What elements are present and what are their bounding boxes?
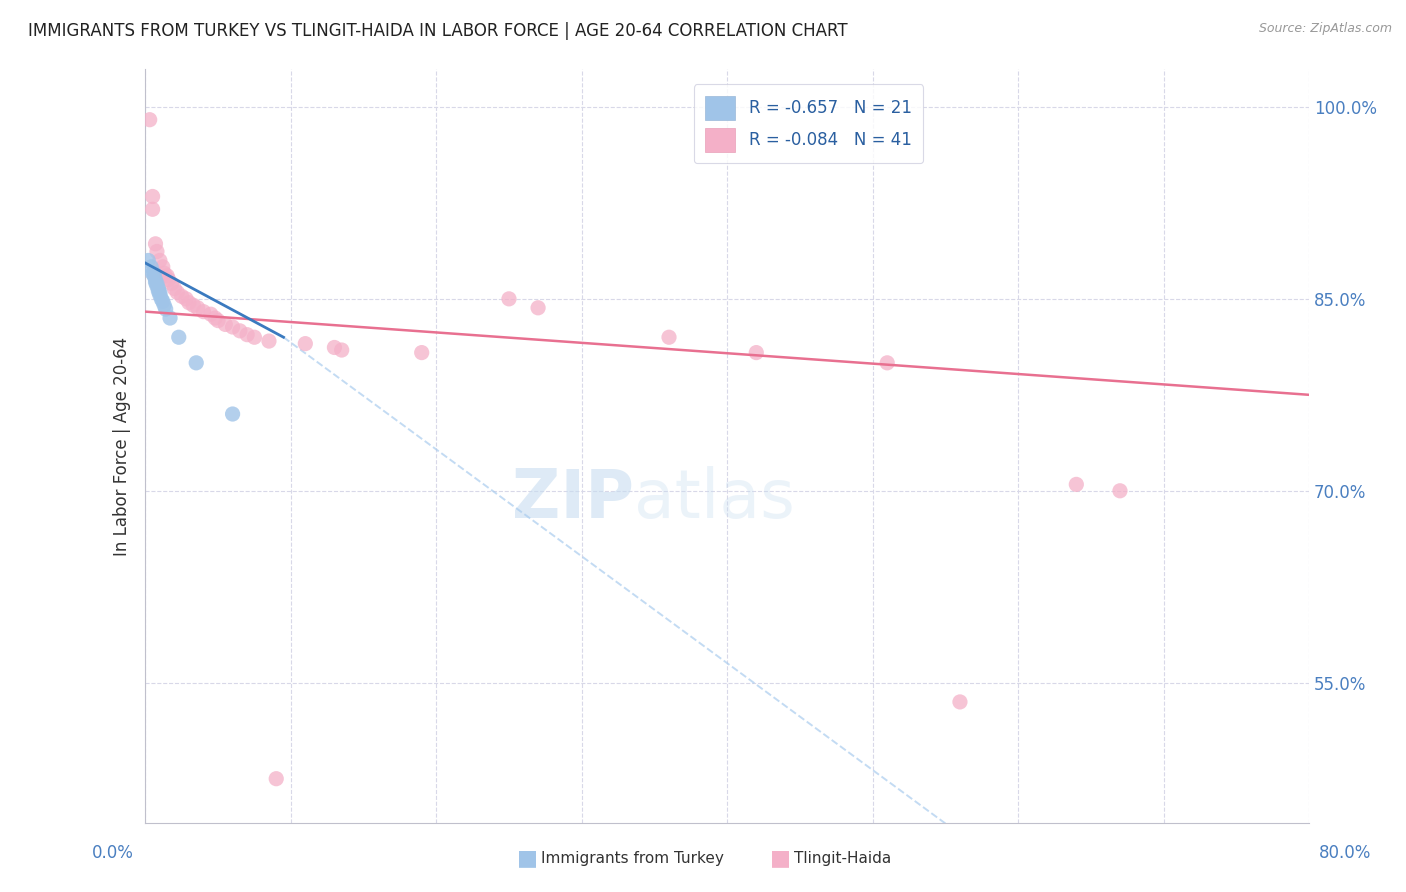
- Point: [527, 301, 550, 315]
- Legend: R = -0.657   N = 21, R = -0.084   N = 41: R = -0.657 N = 21, R = -0.084 N = 41: [693, 85, 924, 163]
- Point: [159, 311, 181, 326]
- Point: [229, 324, 252, 338]
- Point: [876, 356, 898, 370]
- Point: [204, 311, 226, 326]
- Point: [323, 341, 346, 355]
- Point: [146, 279, 169, 293]
- Point: [146, 244, 169, 259]
- Point: [145, 236, 167, 251]
- Point: [149, 253, 172, 268]
- Point: [145, 273, 167, 287]
- Point: [294, 336, 316, 351]
- Text: Tlingit-Haida: Tlingit-Haida: [794, 851, 891, 865]
- Point: [160, 277, 183, 291]
- Point: [167, 330, 190, 344]
- Point: [149, 288, 172, 302]
- Point: [745, 345, 768, 359]
- Point: [138, 112, 160, 127]
- Point: [236, 327, 259, 342]
- Point: [257, 334, 280, 348]
- Point: [146, 277, 169, 291]
- Point: [177, 295, 200, 310]
- Text: ■: ■: [770, 848, 790, 868]
- Point: [170, 289, 193, 303]
- Point: [153, 266, 176, 280]
- Point: [498, 292, 520, 306]
- Point: [207, 313, 229, 327]
- Text: Source: ZipAtlas.com: Source: ZipAtlas.com: [1258, 22, 1392, 36]
- Point: [153, 298, 176, 312]
- Point: [148, 284, 170, 298]
- Point: [143, 268, 166, 283]
- Point: [1066, 477, 1088, 491]
- Text: ZIP: ZIP: [512, 466, 634, 532]
- Point: [152, 294, 174, 309]
- Y-axis label: In Labor Force | Age 20-64: In Labor Force | Age 20-64: [114, 336, 131, 556]
- Point: [243, 330, 266, 344]
- Point: [139, 260, 162, 274]
- Point: [949, 695, 972, 709]
- Point: [149, 285, 172, 300]
- Point: [157, 273, 180, 287]
- Point: [142, 266, 165, 280]
- Point: [221, 407, 243, 421]
- Point: [181, 298, 204, 312]
- Text: atlas: atlas: [634, 466, 794, 532]
- Point: [1109, 483, 1132, 498]
- Text: Immigrants from Turkey: Immigrants from Turkey: [541, 851, 724, 865]
- Point: [221, 320, 243, 334]
- Point: [658, 330, 681, 344]
- Point: [145, 275, 167, 289]
- Text: 80.0%: 80.0%: [1319, 844, 1371, 862]
- Text: 0.0%: 0.0%: [91, 844, 134, 862]
- Point: [163, 282, 186, 296]
- Point: [186, 356, 208, 370]
- Point: [142, 202, 165, 217]
- Point: [214, 318, 236, 332]
- Point: [143, 266, 166, 280]
- Point: [330, 343, 353, 357]
- Point: [148, 282, 170, 296]
- Text: IMMIGRANTS FROM TURKEY VS TLINGIT-HAIDA IN LABOR FORCE | AGE 20-64 CORRELATION C: IMMIGRANTS FROM TURKEY VS TLINGIT-HAIDA …: [28, 22, 848, 40]
- Point: [187, 301, 209, 315]
- Point: [156, 268, 179, 283]
- Point: [136, 253, 159, 268]
- Point: [174, 292, 197, 306]
- Text: ■: ■: [517, 848, 537, 868]
- Point: [166, 285, 188, 300]
- Point: [411, 345, 433, 359]
- Point: [193, 304, 215, 318]
- Point: [264, 772, 287, 786]
- Point: [150, 292, 173, 306]
- Point: [152, 260, 174, 274]
- Point: [142, 189, 165, 203]
- Point: [200, 307, 222, 321]
- Point: [155, 302, 177, 317]
